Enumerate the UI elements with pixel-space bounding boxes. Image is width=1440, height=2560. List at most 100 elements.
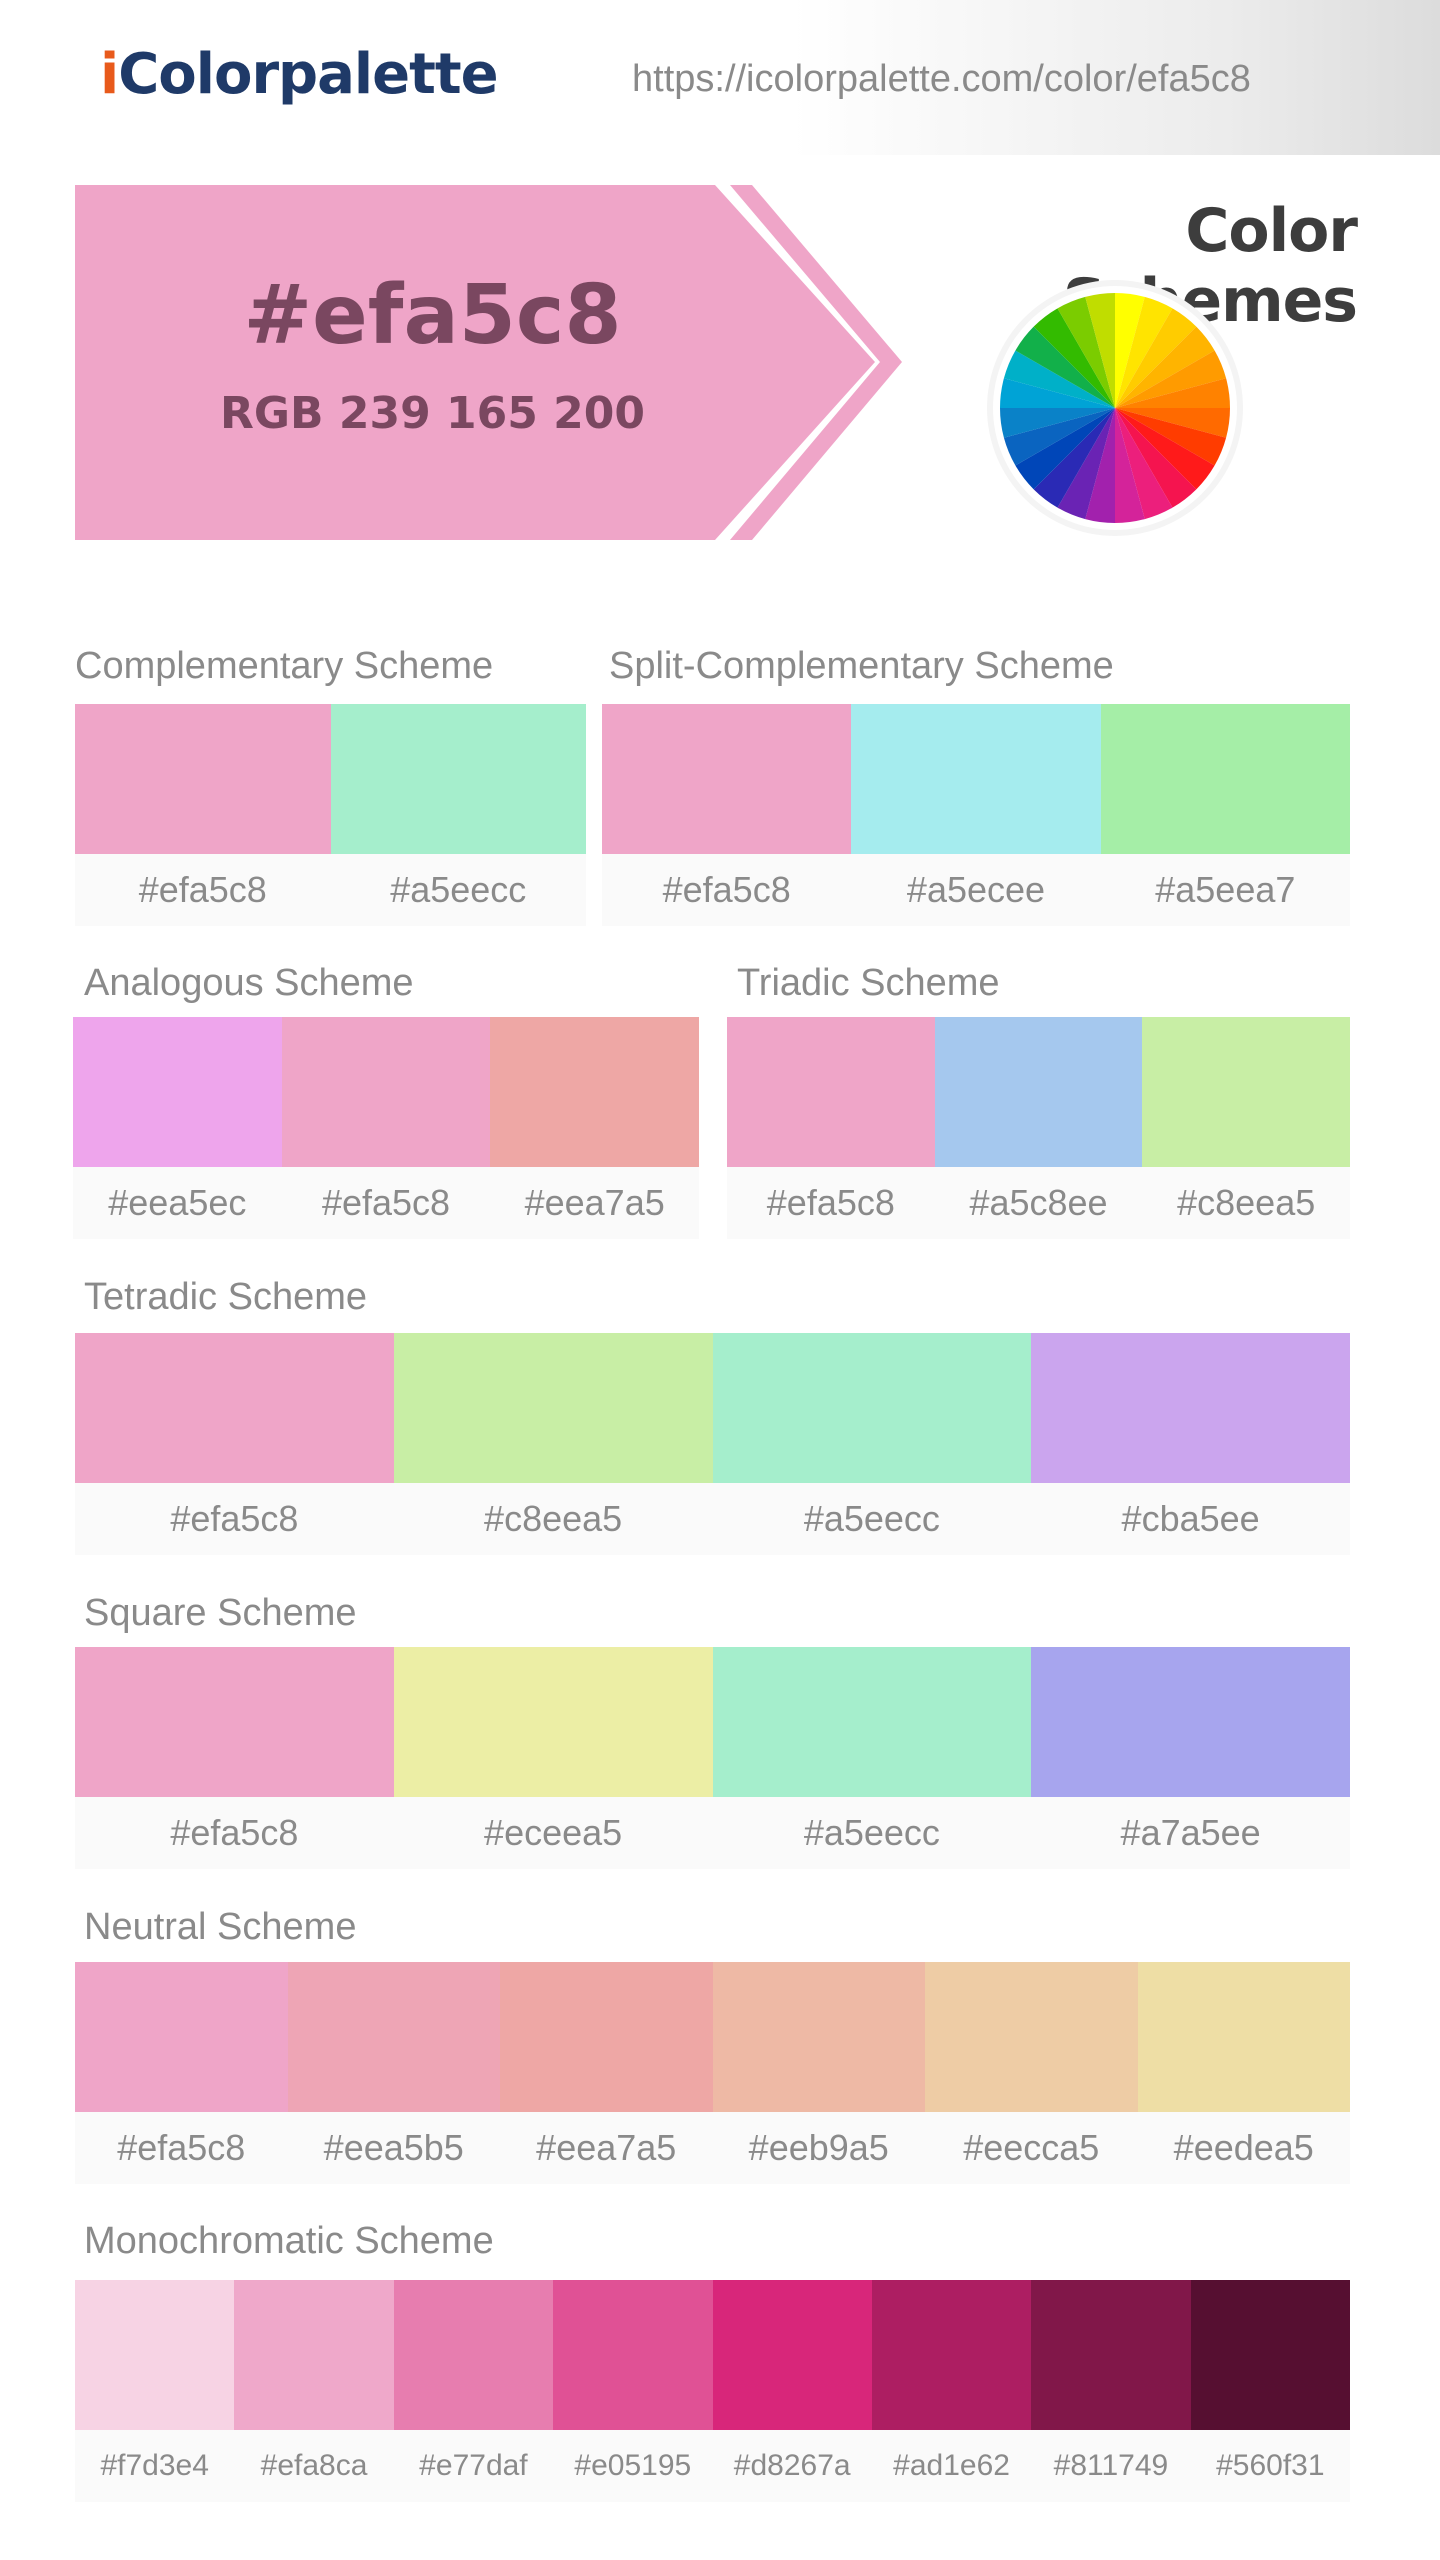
swatch-color-chip[interactable] [75,704,331,854]
color-wheel-slice [1003,350,1115,408]
color-swatch[interactable]: #eea5b5 [287,1962,500,2184]
site-logo[interactable]: iColorpalette [100,42,499,107]
color-swatch[interactable]: #e05195 [553,2280,713,2502]
swatch-hex-label: #a5eecc [712,1797,1032,1869]
page-url[interactable]: https://icolorpalette.com/color/efa5c8 [632,58,1251,100]
swatch-hex-label: #560f31 [1190,2430,1350,2502]
triadic-swatches: #efa5c8 #a5c8ee #c8eea5 [727,1017,1351,1239]
swatch-color-chip[interactable] [393,1333,713,1483]
swatch-color-chip[interactable] [851,704,1101,854]
color-swatch[interactable]: #a7a5ee [1031,1647,1350,1869]
color-swatch[interactable]: #811749 [1031,2280,1191,2502]
swatch-color-chip[interactable] [1190,2280,1350,2430]
color-wheel-slice [1033,308,1115,408]
color-swatch[interactable]: #a5eea7 [1100,704,1350,926]
swatch-color-chip[interactable] [75,1647,394,1797]
color-wheel-slice [1115,408,1227,466]
color-swatch[interactable]: #efa5c8 [281,1017,491,1239]
site-header: iColorpalette https://icolorpalette.com/… [0,0,1440,155]
color-swatch[interactable]: #eeb9a5 [712,1962,925,2184]
swatch-hex-label: #f7d3e4 [75,2430,235,2502]
color-wheel-slice [1057,296,1115,408]
swatch-color-chip[interactable] [602,704,852,854]
swatch-hex-label: #811749 [1031,2430,1191,2502]
neutral-swatches: #efa5c8 #eea5b5 #eea7a5 #eeb9a5 #eecca5 #eede… [75,1962,1350,2184]
swatch-color-chip[interactable] [871,2280,1032,2430]
swatch-color-chip[interactable] [727,1017,935,1167]
color-swatch[interactable]: #ad1e62 [871,2280,1032,2502]
hero-color-banner [75,185,902,540]
swatch-color-chip[interactable] [1031,2280,1191,2430]
swatch-color-chip[interactable] [712,2280,872,2430]
swatch-color-chip[interactable] [1031,1647,1350,1797]
swatch-hex-label: #eecca5 [925,2112,1138,2184]
swatch-color-chip[interactable] [500,1962,713,2112]
color-swatch[interactable]: #eecca5 [925,1962,1138,2184]
color-swatch[interactable]: #a5eecc [330,704,586,926]
color-swatch[interactable]: #efa8ca [234,2280,394,2502]
color-swatch[interactable]: #efa5c8 [75,1962,288,2184]
color-swatch[interactable]: #c8eea5 [1142,1017,1351,1239]
color-swatch[interactable]: #eea7a5 [500,1962,713,2184]
color-wheel-slice [1115,326,1215,408]
swatch-color-chip[interactable] [1031,1333,1350,1483]
swatch-hex-label: #efa8ca [234,2430,394,2502]
swatch-hex-label: #eea5b5 [287,2112,500,2184]
swatch-color-chip[interactable] [73,1017,282,1167]
color-swatch[interactable]: #a5c8ee [934,1017,1143,1239]
color-swatch[interactable]: #eedea5 [1137,1962,1350,2184]
color-wheel-slice [1033,408,1115,508]
color-swatch[interactable]: #eea7a5 [490,1017,700,1239]
color-wheel-slice [1015,326,1115,408]
color-swatch[interactable]: #a5eecc [712,1647,1032,1869]
swatch-color-chip[interactable] [1142,1017,1351,1167]
color-swatch[interactable]: #efa5c8 [75,704,331,926]
swatch-hex-label: #efa5c8 [727,1167,935,1239]
swatch-color-chip[interactable] [490,1017,700,1167]
color-swatch[interactable]: #cba5ee [1031,1333,1350,1555]
color-wheel-slice [1085,293,1115,408]
swatch-hex-label: #e05195 [553,2430,713,2502]
swatch-color-chip[interactable] [75,1333,394,1483]
swatch-color-chip[interactable] [712,1647,1032,1797]
swatch-color-chip[interactable] [75,2280,235,2430]
swatch-color-chip[interactable] [712,1962,925,2112]
swatch-color-chip[interactable] [75,1962,288,2112]
swatch-color-chip[interactable] [330,704,586,854]
color-swatch[interactable]: #a5eecc [712,1333,1032,1555]
swatch-hex-label: #efa5c8 [75,2112,288,2184]
color-wheel-slice [1115,293,1145,408]
color-swatch[interactable]: #efa5c8 [75,1647,394,1869]
color-swatch[interactable]: #eceea5 [393,1647,713,1869]
swatch-color-chip[interactable] [925,1962,1138,2112]
color-swatch[interactable]: #d8267a [712,2280,872,2502]
swatch-color-chip[interactable] [287,1962,500,2112]
color-swatch[interactable]: #efa5c8 [75,1333,394,1555]
swatch-hex-label: #efa5c8 [602,854,852,926]
swatch-color-chip[interactable] [712,1333,1032,1483]
swatch-hex-label: #eedea5 [1137,2112,1350,2184]
swatch-color-chip[interactable] [393,1647,713,1797]
split-complementary-scheme-title: Split-Complementary Scheme [609,645,1114,687]
color-wheel-slice [1085,408,1115,523]
swatch-color-chip[interactable] [1100,704,1350,854]
swatch-color-chip[interactable] [1137,1962,1350,2112]
swatch-hex-label: #eea7a5 [500,2112,713,2184]
color-swatch[interactable]: #560f31 [1190,2280,1350,2502]
swatch-color-chip[interactable] [553,2280,713,2430]
swatch-color-chip[interactable] [234,2280,394,2430]
swatch-color-chip[interactable] [281,1017,491,1167]
color-swatch[interactable]: #f7d3e4 [75,2280,235,2502]
color-swatch[interactable]: #efa5c8 [602,704,852,926]
color-wheel-slice [1115,408,1173,520]
color-swatch[interactable]: #efa5c8 [727,1017,935,1239]
swatch-color-chip[interactable] [393,2280,554,2430]
swatch-hex-label: #c8eea5 [393,1483,713,1555]
color-swatch[interactable]: #e77daf [393,2280,554,2502]
triadic-scheme-title: Triadic Scheme [737,962,1000,1004]
swatch-hex-label: #efa5c8 [75,1797,394,1869]
color-swatch[interactable]: #a5ecee [851,704,1101,926]
color-swatch[interactable]: #c8eea5 [393,1333,713,1555]
color-swatch[interactable]: #eea5ec [73,1017,282,1239]
swatch-color-chip[interactable] [934,1017,1143,1167]
